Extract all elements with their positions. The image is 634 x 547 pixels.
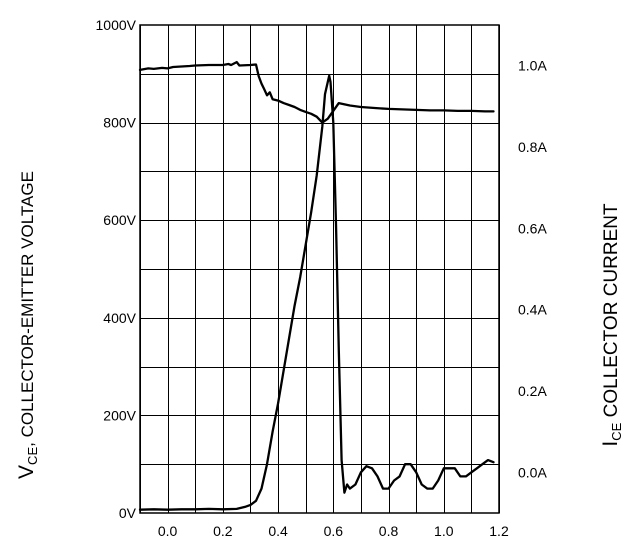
series-group bbox=[138, 60, 495, 511]
right-tick-label: 0.4A bbox=[518, 302, 547, 318]
left-tick-label: 1000V bbox=[96, 17, 137, 33]
x-tick-label: 0.2 bbox=[213, 523, 233, 539]
right-tick-label: 0.0A bbox=[518, 464, 547, 480]
left-axis-label-main: V bbox=[15, 465, 38, 479]
x-tick-label: 0.4 bbox=[268, 523, 288, 539]
right-tick-label: 0.8A bbox=[518, 139, 547, 155]
left-tick-label: 600V bbox=[103, 212, 136, 228]
right-axis-label: ICE COLLECTOR CURRENT bbox=[599, 203, 624, 447]
right-tick-label: 1.0A bbox=[518, 58, 547, 74]
right-tick-labels: 0.0A 0.2A 0.4A 0.6A 0.8A 1.0A bbox=[518, 58, 547, 481]
left-tick-label: 0V bbox=[119, 505, 137, 521]
voltage-trace bbox=[138, 60, 495, 124]
horizontal-gridlines bbox=[140, 74, 499, 465]
left-axis-label-rest: , COLLECTOR-EMITTER VOLTAGE bbox=[18, 171, 37, 447]
x-tick-labels: 0.0 0.2 0.4 0.6 0.8 1.0 1.2 bbox=[158, 523, 509, 539]
x-tick-label: 0.8 bbox=[379, 523, 399, 539]
x-tick-label: 0.6 bbox=[324, 523, 344, 539]
plot-frame bbox=[139, 24, 500, 514]
left-axis-label: VCE, COLLECTOR-EMITTER VOLTAGE bbox=[15, 171, 40, 479]
right-axis-label-sub: CE bbox=[609, 422, 624, 440]
right-tick-label: 0.2A bbox=[518, 383, 547, 399]
x-tick-label: 1.0 bbox=[434, 523, 454, 539]
right-tick-label: 0.6A bbox=[518, 220, 547, 236]
right-axis-label-main: I bbox=[599, 441, 622, 447]
x-tick-label: 0.0 bbox=[158, 523, 178, 539]
right-axis-label-rest: COLLECTOR CURRENT bbox=[601, 203, 622, 423]
left-axis-label-sub: CE bbox=[25, 447, 40, 465]
x-tick-label: 1.2 bbox=[489, 523, 509, 539]
left-tick-label: 800V bbox=[103, 115, 136, 131]
left-tick-labels: 0V 200V 400V 600V 800V 1000V bbox=[96, 17, 137, 521]
left-tick-label: 400V bbox=[103, 310, 136, 326]
current-trace bbox=[138, 74, 495, 511]
left-tick-label: 200V bbox=[103, 407, 136, 423]
